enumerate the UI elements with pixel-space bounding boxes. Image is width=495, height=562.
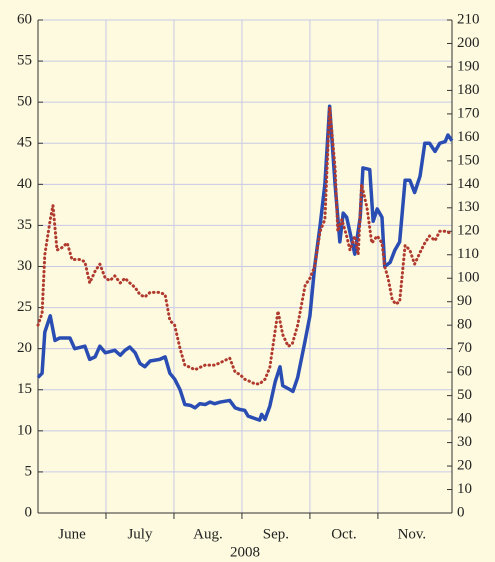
y2-tick-label: 150 (457, 152, 480, 168)
y2-tick-label: 130 (457, 199, 480, 215)
y2-tick-label: 200 (457, 35, 480, 51)
y2-tick-label: 20 (457, 457, 472, 473)
y-tick-label: 55 (17, 53, 32, 69)
y-tick-label: 40 (17, 176, 32, 192)
y2-tick-label: 110 (457, 246, 479, 262)
y2-tick-label: 140 (457, 176, 480, 192)
y-tick-label: 35 (17, 217, 32, 233)
x-tick-label: July (127, 526, 153, 542)
y-tick-label: 20 (17, 340, 32, 356)
y2-tick-label: 190 (457, 58, 480, 74)
y2-tick-label: 100 (457, 270, 480, 286)
y2-tick-label: 50 (457, 387, 472, 403)
y2-tick-label: 210 (457, 11, 480, 27)
y2-tick-label: 30 (457, 434, 472, 450)
y2-tick-label: 90 (457, 293, 472, 309)
y-tick-label: 60 (17, 11, 32, 27)
y2-tick-label: 170 (457, 105, 480, 121)
series-line (36, 104, 454, 422)
x-axis-label: 2008 (230, 544, 260, 560)
y-tick-label: 25 (17, 299, 32, 315)
y2-tick-label: 40 (457, 411, 472, 427)
y2-tick-label: 70 (457, 340, 472, 356)
y2-tick-label: 80 (457, 317, 472, 333)
series-line (36, 105, 454, 386)
y-tick-label: 10 (17, 422, 32, 438)
x-tick-label: Nov. (398, 526, 427, 542)
y-tick-label: 5 (25, 463, 33, 479)
y2-tick-label: 0 (457, 504, 465, 520)
x-tick-label: Oct. (331, 526, 356, 542)
y-tick-label: 30 (17, 258, 32, 274)
x-tick-label: Sep. (263, 526, 289, 542)
y-tick-label: 0 (25, 504, 33, 520)
y-tick-label: 15 (17, 381, 32, 397)
y-tick-label: 50 (17, 94, 32, 110)
y2-tick-label: 160 (457, 129, 480, 145)
x-tick-label: Aug. (193, 526, 223, 542)
y2-tick-label: 180 (457, 82, 480, 98)
y2-tick-label: 120 (457, 223, 480, 239)
y2-tick-label: 10 (457, 481, 472, 497)
y-tick-label: 45 (17, 135, 32, 151)
x-tick-label: June (58, 526, 86, 542)
y2-tick-label: 60 (457, 364, 472, 380)
